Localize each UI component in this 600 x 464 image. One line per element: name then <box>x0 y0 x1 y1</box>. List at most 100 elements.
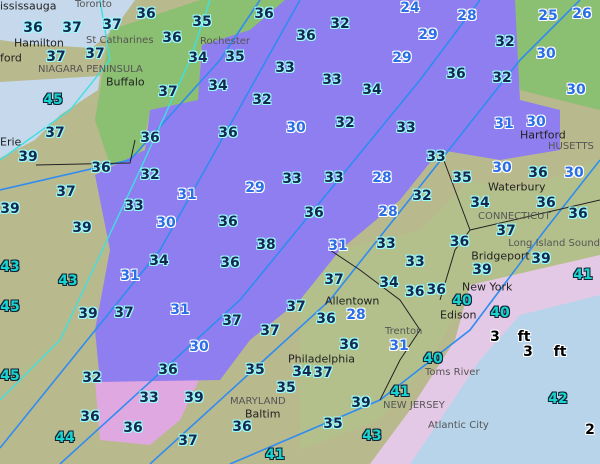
temperature-label: 33 <box>426 149 446 165</box>
temperature-label: 31 <box>328 238 348 254</box>
temperature-label: 36 <box>405 284 425 300</box>
snow-total-label: 3 <box>490 329 500 345</box>
place-label: St Catharines <box>86 35 154 46</box>
temperature-label: 30 <box>189 339 209 355</box>
temperature-label: 40 <box>452 292 472 309</box>
state-borders <box>35 139 600 401</box>
temperature-label: 36 <box>426 282 446 298</box>
place-label: Rochester <box>200 36 250 47</box>
temperature-label: 31 <box>177 187 197 203</box>
temperature-label: 45 <box>0 299 20 315</box>
temperature-label: 30 <box>286 120 306 136</box>
temperature-label: 28 <box>457 8 477 24</box>
place-label: Bridgeport <box>471 249 530 263</box>
temperature-label: 37 <box>286 299 306 315</box>
place-label: Allentown <box>325 294 380 308</box>
temperature-label: 36 <box>218 125 238 141</box>
temperature-label: 36 <box>254 6 274 22</box>
temperature-label: 37 <box>324 272 344 288</box>
temperature-label: 36 <box>568 206 588 222</box>
temperature-label: 32 <box>82 370 102 386</box>
temperature-label: 31 <box>389 338 409 354</box>
temperature-label: 41 <box>265 447 285 463</box>
temperature-label: 43 <box>0 259 20 275</box>
temperature-label: 39 <box>531 251 551 267</box>
temperature-label: 37 <box>102 17 122 33</box>
temperature-label: 34 <box>292 364 312 381</box>
isotherm-lines-warm <box>0 0 211 401</box>
temperature-label: 32 <box>335 115 355 131</box>
temperature-label: 30 <box>492 160 512 176</box>
place-label: Baltim <box>245 407 281 420</box>
temperature-label: 37 <box>222 313 242 329</box>
temperature-label: 39 <box>72 220 92 236</box>
temperature-label: 32 <box>252 92 272 108</box>
temperature-label: 36 <box>528 164 548 181</box>
temperature-label: 36 <box>218 214 238 230</box>
temperature-label: 34 <box>470 195 490 212</box>
temperature-label: 33 <box>282 171 302 187</box>
temperature-label: 34 <box>188 50 208 66</box>
place-label: CONNECTICUT <box>478 211 551 223</box>
temperature-label: 37 <box>260 323 280 339</box>
temperature-label: 45 <box>43 92 63 108</box>
temperature-label: 36 <box>296 28 316 44</box>
temperature-label: 29 <box>392 50 412 66</box>
temperature-label: 35 <box>192 14 212 30</box>
temperature-label: 36 <box>162 30 182 46</box>
temperature-label: 32 <box>492 70 512 86</box>
snow-total-label: 3 <box>523 344 533 360</box>
temperature-label: 25 <box>538 8 558 24</box>
temperature-label: 42 <box>548 391 568 407</box>
temperature-label: 33 <box>324 170 344 186</box>
temperature-label: 30 <box>156 215 176 231</box>
place-label: Toms River <box>425 366 480 378</box>
place-label: Long Island Sound <box>508 238 600 250</box>
temperature-label: 44 <box>55 430 75 446</box>
temperature-label: 33 <box>396 120 416 136</box>
temperature-label: 37 <box>178 433 198 449</box>
temperature-label: 37 <box>313 365 333 381</box>
place-label: New York <box>462 280 513 294</box>
temperature-label: 36 <box>136 6 156 22</box>
place-label: Hartford <box>520 128 566 142</box>
temperature-label: 36 <box>220 255 240 271</box>
temperature-label: 33 <box>322 72 342 88</box>
temperature-label: 33 <box>275 60 295 76</box>
temperature-label: 36 <box>449 234 470 250</box>
place-label: Atlantic City <box>428 420 489 431</box>
temperature-label: 38 <box>256 237 276 253</box>
temperature-label: 39 <box>18 149 38 165</box>
place-label: NEW JERSEY <box>383 399 445 411</box>
snow-region <box>95 0 560 382</box>
temperature-label: 36 <box>158 362 178 378</box>
temperature-label: 35 <box>225 49 245 65</box>
temperature-label: 32 <box>495 34 515 50</box>
temperature-label: 39 <box>78 306 98 322</box>
temperature-label: 35 <box>452 170 472 186</box>
temperature-label: 37 <box>46 48 66 65</box>
temperature-label: 32 <box>330 16 350 32</box>
temperature-label: 37 <box>45 125 65 141</box>
temperature-label: 29 <box>418 27 438 43</box>
place-label: Toronto <box>75 0 112 10</box>
snow-total-label: ft <box>553 344 567 360</box>
temperature-label: 36 <box>316 311 336 327</box>
place-label: NIAGARA PENINSULA <box>38 64 143 76</box>
temperature-label: 33 <box>405 254 425 270</box>
temperature-label: 34 <box>149 253 169 269</box>
temperature-label: 36 <box>446 66 466 82</box>
temperature-label: 35 <box>276 380 296 397</box>
temperature-label: 36 <box>339 336 359 353</box>
temperature-label: 35 <box>323 416 343 432</box>
place-label: Trenton <box>385 326 423 337</box>
temperature-label: 36 <box>80 409 100 425</box>
green-terrain <box>300 160 600 450</box>
temperature-label: 32 <box>412 188 432 204</box>
temperature-label: 36 <box>140 130 160 146</box>
temperature-label: 39 <box>472 262 492 278</box>
temperature-label: 36 <box>304 205 324 221</box>
temperature-label: 36 <box>123 420 143 436</box>
